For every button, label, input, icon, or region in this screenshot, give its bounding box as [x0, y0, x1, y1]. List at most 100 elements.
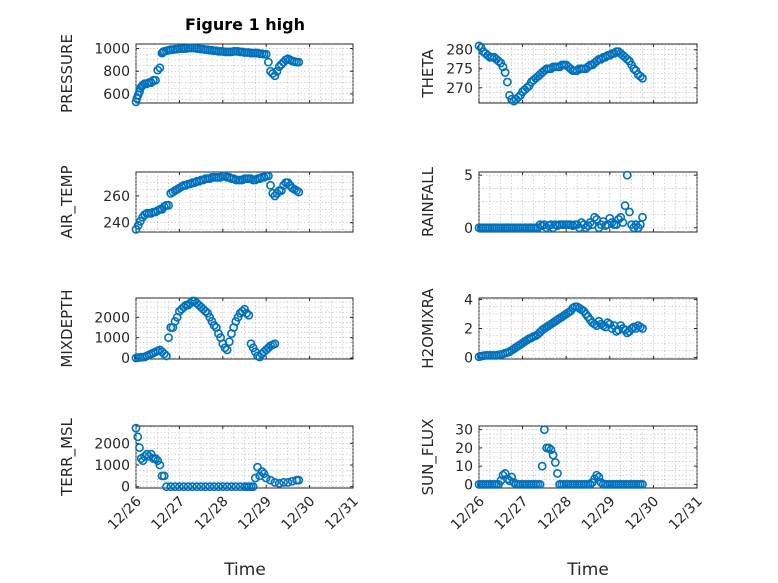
data-point [133, 432, 143, 442]
data-point [270, 339, 280, 349]
y-tick-label: 2000 [94, 310, 130, 326]
y-tick-label: 800 [103, 64, 130, 80]
data-point [605, 319, 615, 329]
y-tick-label: 0 [464, 221, 473, 237]
data-point [274, 479, 284, 488]
data-point [142, 449, 152, 459]
y-tick-label: 0 [464, 351, 473, 367]
data-point [250, 473, 260, 483]
data-point [201, 306, 210, 316]
data-point [283, 477, 293, 487]
x-tick-label: 12/26 [448, 493, 488, 533]
data-point [605, 213, 615, 223]
data-point [638, 324, 647, 333]
data-point [544, 443, 554, 453]
data-point [550, 458, 560, 467]
data-point [183, 482, 193, 492]
data-point [638, 479, 647, 489]
y-tick-label: 2 [464, 322, 473, 338]
y-tick-label: 2000 [94, 436, 130, 452]
data-point [502, 77, 512, 87]
y-tick-label: 20 [455, 441, 473, 457]
x-tick-label: 12/29 [235, 494, 275, 534]
plot-area [478, 171, 698, 233]
y-tick-label: 600 [103, 87, 130, 103]
data-point [618, 218, 628, 227]
data-point [596, 54, 606, 64]
y-axis-label: SUN_FLUX [419, 419, 438, 496]
data-point [166, 482, 176, 492]
data-point [257, 467, 267, 476]
x-tick-label: 12/31 [322, 494, 362, 534]
data-point [494, 56, 504, 66]
panel-terr-msl: 0 1000 2000 12/26 12/27 12/28 12/29 12/30 12/31 T… [58, 417, 362, 533]
y-axis-label: THETA [419, 49, 437, 99]
data-point [622, 54, 632, 64]
data-point [224, 337, 234, 347]
data-point [553, 469, 562, 478]
data-point [153, 456, 163, 466]
data-point [592, 470, 602, 480]
y-tick-label: 280 [446, 43, 473, 59]
y-tick-label: 0 [121, 351, 130, 367]
y-tick-label: 1000 [94, 458, 130, 474]
data-point [138, 456, 148, 466]
y-axis-label: AIR_TEMP [58, 165, 77, 238]
data-point [131, 423, 141, 433]
data-point [151, 75, 160, 85]
data-point [231, 482, 241, 492]
data-point [270, 477, 280, 487]
y-tick-label: 0 [464, 477, 473, 493]
data-point [535, 479, 545, 489]
data-point [159, 471, 169, 481]
data-point [218, 482, 228, 492]
y-tick-label: 270 [446, 81, 473, 97]
y-axis-label: RAINFALL [419, 166, 437, 237]
data-point [620, 201, 630, 211]
data-point [188, 482, 197, 492]
x-tick-label: 12/28 [192, 494, 232, 534]
data-point [592, 56, 602, 66]
data-point [179, 302, 189, 312]
data-point [263, 57, 273, 67]
data-point [276, 186, 286, 196]
data-point [266, 475, 275, 485]
data-point [590, 212, 599, 222]
y-tick-label: 240 [103, 216, 130, 232]
data-point [605, 51, 615, 60]
data-point [638, 73, 647, 83]
x-tick-label: 12/28 [535, 494, 575, 534]
data-point [153, 65, 163, 75]
data-point [635, 71, 645, 81]
y-tick-label: 260 [103, 189, 130, 205]
data-point [502, 474, 512, 484]
y-axis-label: TERR_MSL [58, 417, 77, 496]
data-point [276, 60, 286, 69]
data-point [268, 69, 278, 78]
data-point [237, 306, 247, 316]
data-point [192, 482, 202, 492]
y-tick-label: 0 [121, 480, 130, 496]
data-point [585, 479, 595, 489]
data-point [155, 460, 165, 470]
data-point [261, 49, 271, 59]
data-point [248, 482, 258, 492]
data-point [294, 187, 304, 197]
x-axis-label-right: Time [566, 560, 609, 580]
data-point [179, 482, 189, 492]
panel-sun-flux: 0 10 20 30 12/26 12/27 12/28 12/29 12/30 12/31 SUN… [419, 419, 706, 534]
data-point [174, 482, 184, 492]
data-point [507, 472, 517, 482]
data-point [274, 62, 284, 72]
y-tick-label: 5 [464, 168, 473, 184]
data-point [513, 92, 523, 102]
data-point [170, 482, 180, 492]
data-point [533, 329, 543, 339]
data-point [227, 482, 236, 492]
data-point [155, 63, 165, 73]
x-tick-label: 12/27 [492, 494, 532, 534]
data-point [522, 83, 532, 93]
x-tick-label: 12/31 [666, 494, 706, 534]
data-point [201, 482, 210, 492]
